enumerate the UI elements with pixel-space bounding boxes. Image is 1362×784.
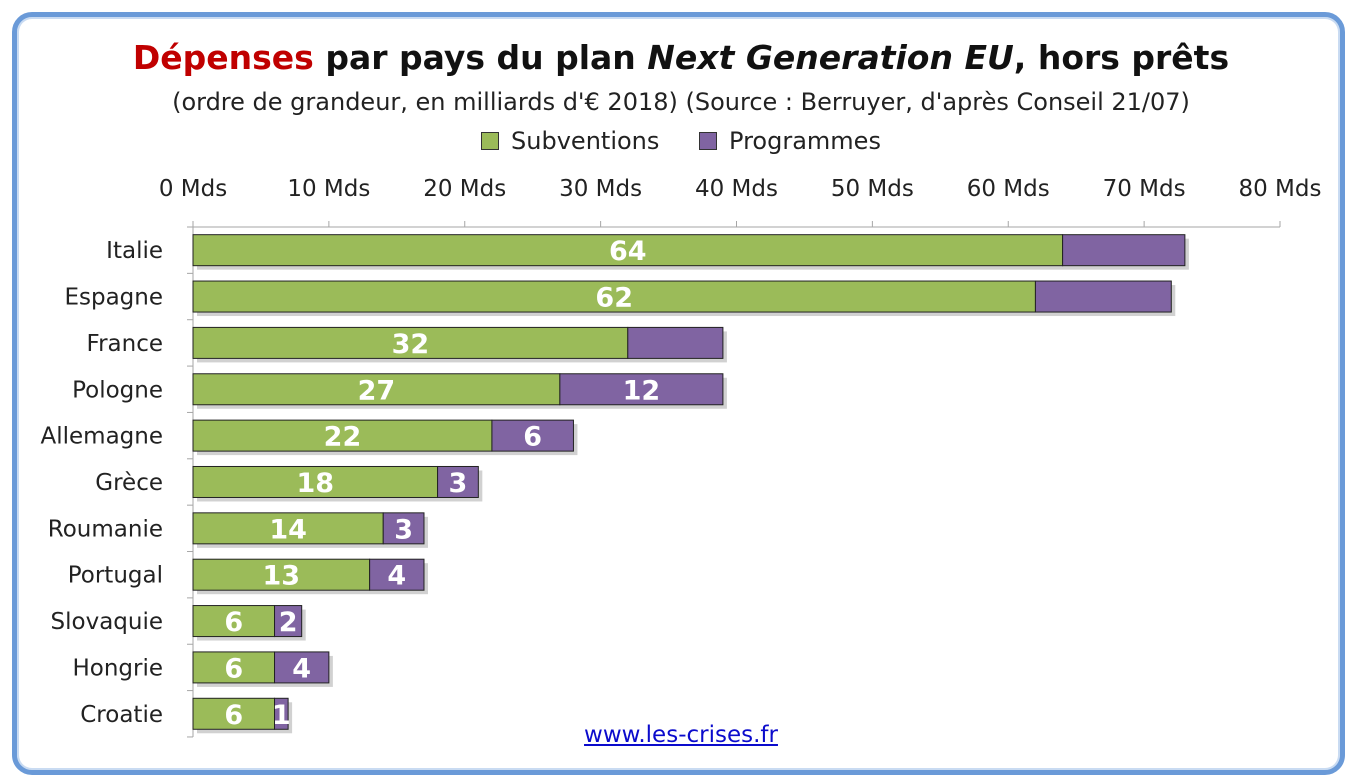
chart-title: Dépenses par pays du plan Next Generatio… [0,38,1362,77]
category-label: Espagne [64,285,163,311]
category-label: Hongrie [72,655,163,681]
data-label-programmes: 2 [279,607,298,638]
category-label: Portugal [68,563,163,589]
legend-label-programmes: Programmes [729,127,881,155]
x-tick-label: 40 Mds [695,176,778,202]
category-label: Italie [106,238,163,264]
data-label-subventions: 18 [296,468,334,499]
bar-programmes [369,558,425,591]
data-label-programmes: 6 [523,422,542,453]
category-label: Slovaquie [51,609,163,635]
x-tick-label: 80 Mds [1238,176,1321,202]
data-label-subventions: 6 [224,607,243,638]
data-label-subventions: 27 [358,375,396,406]
title-italic: Next Generation EU [647,38,1014,77]
category-label: Allemagne [41,424,164,450]
x-tick-label: 70 Mds [1103,176,1186,202]
source-link[interactable]: www.les-crises.fr [584,722,778,748]
data-label-subventions: 64 [609,236,647,267]
data-label-subventions: 32 [392,329,430,360]
bar-subventions [192,697,276,730]
bar-programmes [491,419,574,452]
chart-subtitle: (ordre de grandeur, en milliards d'€ 201… [172,88,1190,116]
legend-swatch-subventions [481,132,500,150]
data-label-programmes: 1 [272,700,291,731]
x-tick-label: 30 Mds [559,176,642,202]
legend-label-subventions: Subventions [511,127,660,155]
bar-subventions [192,605,276,638]
data-label-subventions: 22 [324,422,362,453]
bar-programmes [274,605,303,638]
legend-swatch-programmes [699,132,718,150]
data-label-programmes: 3 [394,514,413,545]
legend-item-subventions: Subventions [481,127,659,155]
bar-programmes [382,512,425,545]
bar-subventions [192,234,1064,267]
data-label-subventions: 62 [595,283,633,314]
category-label: Pologne [72,377,163,403]
bar-programmes [437,465,479,498]
legend: Subventions Programmes [0,127,1362,156]
data-label-subventions: 6 [224,700,243,731]
data-label-subventions: 13 [263,561,301,592]
x-tick-label: 60 Mds [967,176,1050,202]
bar-subventions [192,512,384,545]
bar-subventions [192,419,493,452]
category-label: France [87,331,163,357]
bar-programmes [1062,234,1186,267]
data-label-subventions: 14 [269,514,307,545]
category-label: Croatie [80,702,163,728]
bar-subventions [192,373,561,406]
category-label: Grèce [95,470,163,496]
bar-programmes [274,651,330,684]
data-label-programmes: 4 [292,653,311,684]
legend-item-programmes: Programmes [699,127,881,155]
category-label: Roumanie [48,516,163,542]
x-tick-label: 0 Mds [159,176,227,202]
x-tick-label: 10 Mds [287,176,370,202]
title-text-2: , hors prêts [1013,38,1230,77]
x-tick-label: 20 Mds [423,176,506,202]
bar-subventions [192,465,439,498]
bar-programmes [1034,280,1172,313]
data-label-programmes: 12 [623,375,661,406]
bar-programmes [627,326,724,359]
bar-programmes [559,373,724,406]
bar-programmes [274,697,289,730]
data-label-programmes: 4 [387,561,406,592]
bar-subventions [192,651,276,684]
title-accent: Dépenses [132,38,314,77]
data-label-subventions: 6 [224,653,243,684]
bar-subventions [192,558,371,591]
bar-subventions [192,326,629,359]
title-text-1: par pays du plan [313,38,648,77]
x-tick-label: 50 Mds [831,176,914,202]
data-label-programmes: 3 [449,468,468,499]
